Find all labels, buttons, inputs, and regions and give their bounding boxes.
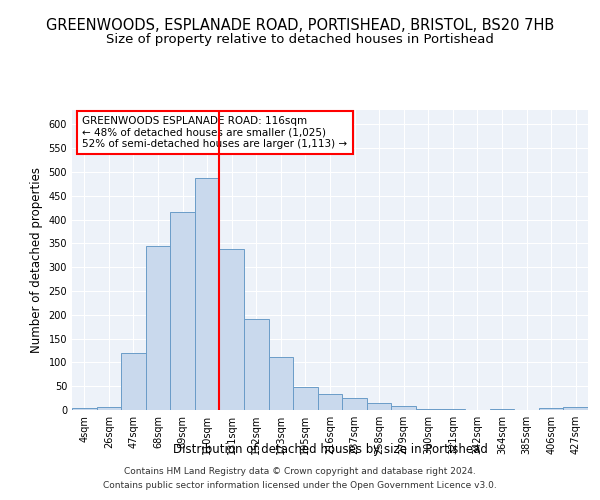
Bar [146, 246, 170, 410]
Text: Contains HM Land Registry data © Crown copyright and database right 2024.: Contains HM Land Registry data © Crown c… [124, 468, 476, 476]
Text: GREENWOODS, ESPLANADE ROAD, PORTISHEAD, BRISTOL, BS20 7HB: GREENWOODS, ESPLANADE ROAD, PORTISHEAD, … [46, 18, 554, 32]
Bar [97, 407, 121, 410]
Bar [318, 394, 342, 410]
Bar [293, 387, 318, 410]
Bar [440, 409, 465, 410]
Text: Contains public sector information licensed under the Open Government Licence v3: Contains public sector information licen… [103, 481, 497, 490]
Bar [72, 408, 97, 410]
Bar [170, 212, 195, 410]
Bar [539, 408, 563, 410]
Text: GREENWOODS ESPLANADE ROAD: 116sqm
← 48% of detached houses are smaller (1,025)
5: GREENWOODS ESPLANADE ROAD: 116sqm ← 48% … [82, 116, 347, 149]
Bar [244, 318, 269, 410]
Bar [269, 356, 293, 410]
Y-axis label: Number of detached properties: Number of detached properties [30, 167, 43, 353]
Bar [121, 353, 146, 410]
Bar [563, 407, 588, 410]
Bar [367, 403, 391, 410]
Bar [416, 408, 440, 410]
Text: Size of property relative to detached houses in Portishead: Size of property relative to detached ho… [106, 32, 494, 46]
Bar [195, 178, 220, 410]
Bar [342, 398, 367, 410]
Text: Distribution of detached houses by size in Portishead: Distribution of detached houses by size … [173, 442, 487, 456]
Bar [391, 406, 416, 410]
Bar [490, 409, 514, 410]
Bar [220, 249, 244, 410]
